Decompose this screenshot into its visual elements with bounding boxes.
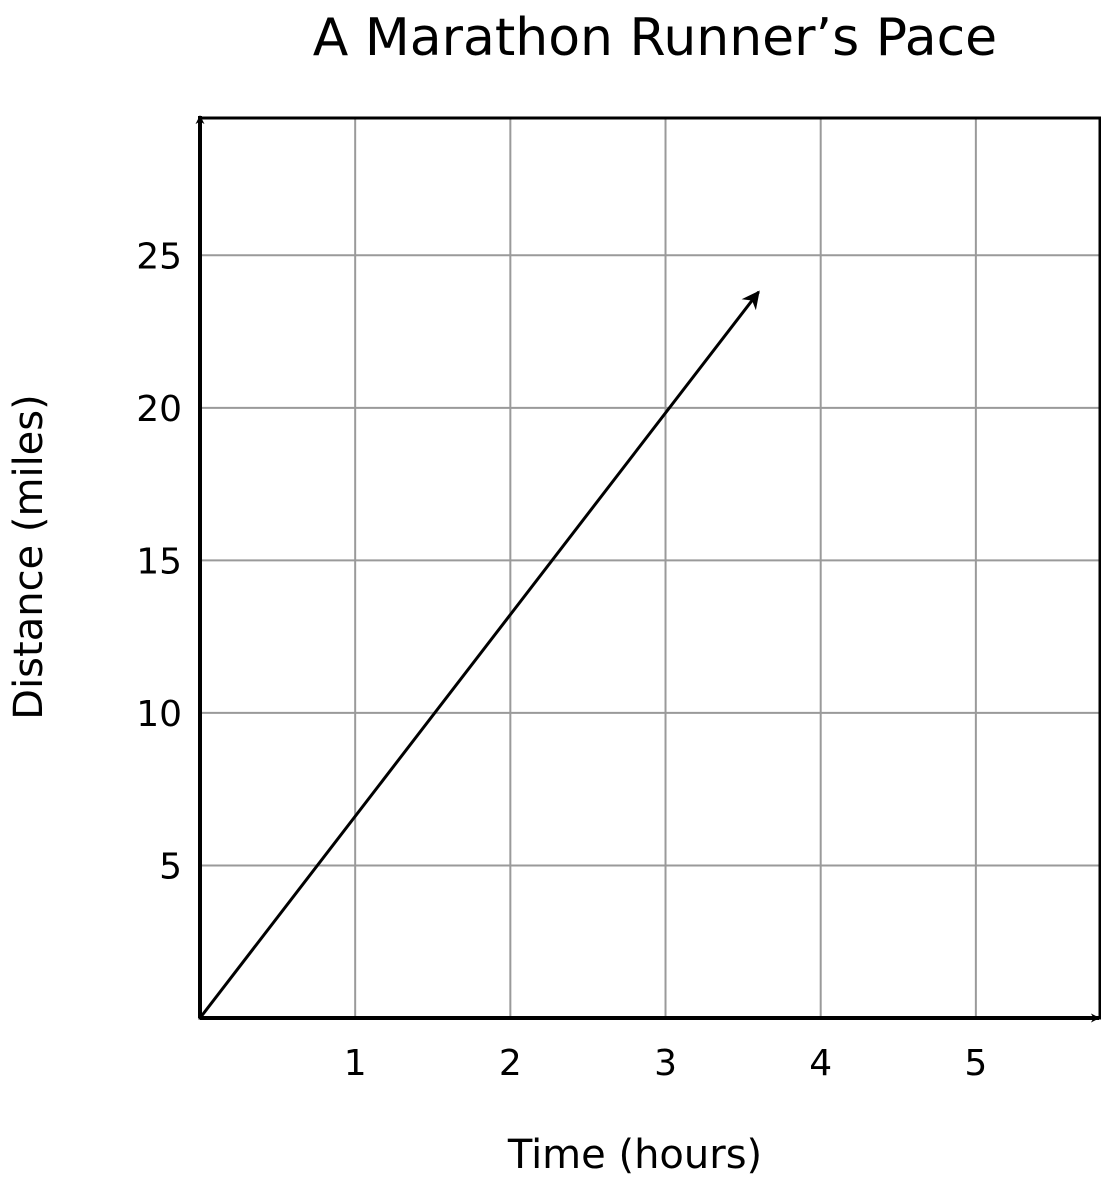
x-tick-labels: 1 2 3 4 5 [344, 1043, 988, 1084]
y-tick-label-20: 20 [136, 389, 182, 430]
plot-frame [198, 116, 1101, 1020]
chart-title: A Marathon Runner’s Pace [313, 8, 997, 68]
y-axis-label: Distance (miles) [6, 394, 52, 719]
grid [200, 118, 1100, 1018]
x-tick-label-4: 4 [809, 1043, 832, 1084]
y-tick-label-10: 10 [136, 694, 182, 735]
axes [195, 115, 1100, 1023]
y-tick-label-15: 15 [136, 541, 182, 582]
y-tick-labels: 5 10 15 20 25 [136, 236, 182, 887]
x-tick-label-2: 2 [499, 1043, 522, 1084]
y-tick-label-5: 5 [159, 846, 182, 887]
y-tick-label-25: 25 [136, 236, 182, 277]
x-tick-label-3: 3 [654, 1043, 677, 1084]
x-tick-label-5: 5 [964, 1043, 987, 1084]
x-tick-label-1: 1 [344, 1043, 367, 1084]
series-line-0 [198, 290, 760, 1019]
series [198, 290, 760, 1019]
x-axis-label: Time (hours) [507, 1132, 762, 1178]
